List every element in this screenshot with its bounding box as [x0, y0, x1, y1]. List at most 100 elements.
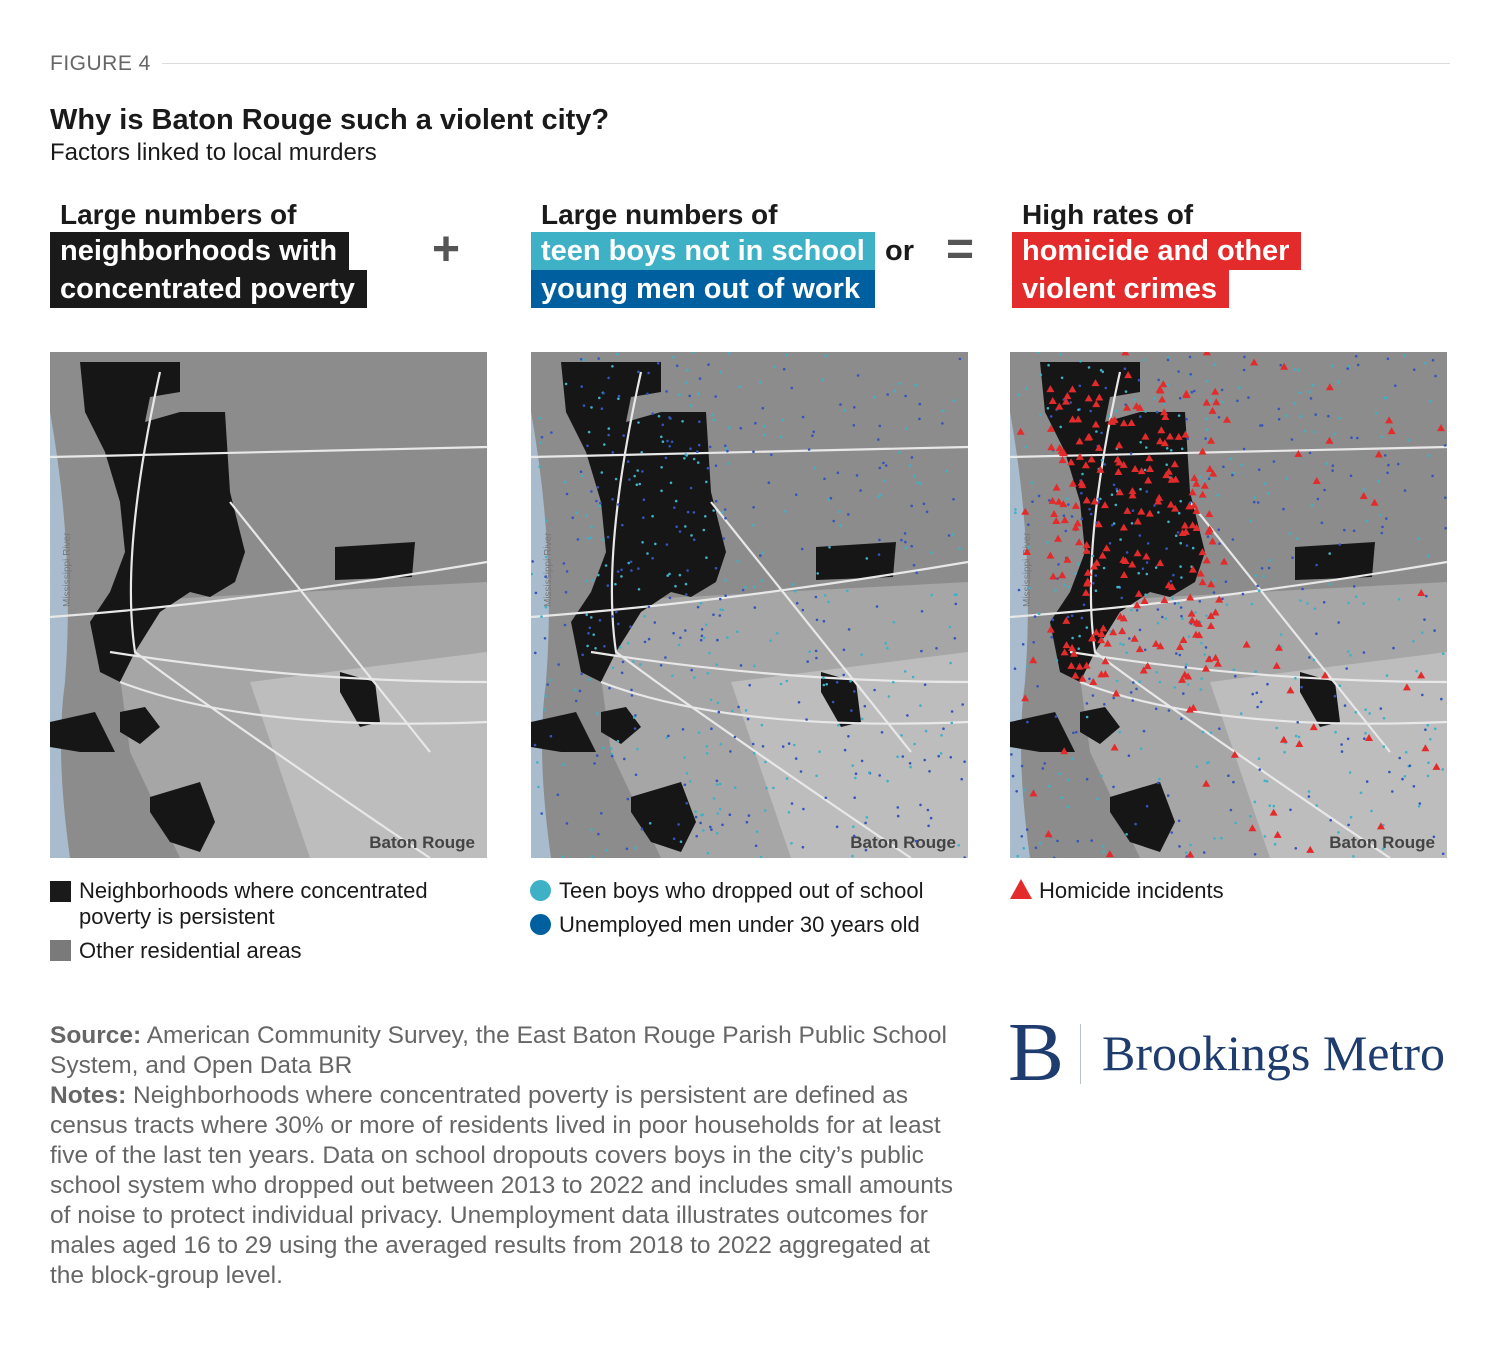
data-point [801, 608, 805, 612]
homicide-marker [1135, 645, 1144, 653]
data-point [793, 743, 796, 747]
data-point [744, 585, 747, 589]
equals-operator: = [946, 223, 975, 276]
homicide-marker [1178, 675, 1187, 683]
data-point [747, 814, 751, 817]
data-point [598, 619, 602, 622]
data-point [615, 610, 618, 614]
data-point [1298, 391, 1301, 395]
data-point [1156, 621, 1160, 625]
data-point [641, 470, 644, 473]
data-point [1021, 643, 1025, 646]
data-point [1013, 667, 1017, 670]
data-point [759, 554, 762, 557]
data-point [945, 469, 949, 473]
homicide-marker [1075, 452, 1084, 460]
homicide-marker [1063, 392, 1072, 400]
notes-text: Neighborhoods where concentrated poverty… [50, 1082, 953, 1289]
data-point [630, 688, 633, 692]
legend-poverty: Neighborhoods where concentrated poverty… [50, 878, 480, 964]
data-point [898, 382, 901, 385]
data-point [607, 427, 611, 430]
data-point [648, 822, 652, 825]
data-point [1315, 563, 1318, 567]
data-point [1063, 583, 1066, 587]
data-point [1028, 586, 1031, 590]
poverty-neighborhood [816, 542, 896, 580]
homicide-marker [1145, 509, 1154, 517]
data-point [807, 448, 811, 451]
data-point [1340, 750, 1344, 753]
data-point [661, 440, 665, 443]
data-point [736, 560, 739, 563]
data-point [677, 823, 680, 826]
data-point [1407, 439, 1411, 442]
data-point [614, 477, 618, 481]
data-point [696, 461, 700, 464]
data-point [1325, 462, 1329, 465]
source-notes: Source: American Community Survey, the E… [50, 1021, 960, 1291]
data-point [586, 537, 590, 540]
data-point [1216, 494, 1220, 497]
data-point [923, 758, 926, 762]
homicide-marker [1119, 419, 1128, 427]
data-point [1050, 635, 1054, 639]
data-point [1180, 614, 1183, 618]
homicide-marker [1098, 551, 1107, 559]
data-point [877, 438, 880, 441]
homicide-marker [1067, 661, 1076, 669]
data-point [626, 797, 630, 801]
data-point [697, 443, 701, 447]
data-point [920, 649, 923, 653]
homicide-marker [1269, 808, 1278, 816]
data-point [1387, 463, 1390, 467]
data-point [1263, 482, 1267, 485]
data-point [1025, 665, 1029, 668]
residential-area [250, 652, 487, 858]
data-point [1100, 458, 1104, 462]
homicide-marker [1048, 496, 1057, 504]
homicide-marker [1190, 473, 1199, 481]
data-point [1139, 747, 1143, 750]
data-point [545, 519, 548, 522]
data-point [1385, 674, 1389, 677]
data-point [1347, 601, 1350, 605]
data-point [1329, 818, 1332, 822]
data-point [1145, 446, 1148, 449]
data-point [610, 752, 613, 756]
data-point [710, 828, 713, 831]
data-point [1194, 611, 1197, 614]
data-point [1161, 615, 1164, 619]
data-point [582, 358, 585, 362]
data-point [1085, 715, 1089, 719]
data-point [597, 357, 600, 360]
data-point [1346, 367, 1349, 370]
data-point [860, 759, 864, 763]
data-point [659, 664, 663, 667]
road [610, 371, 912, 858]
data-point [565, 570, 569, 573]
data-point [1310, 503, 1314, 507]
road [1069, 650, 1447, 684]
data-point [629, 560, 633, 564]
homicide-marker [1059, 500, 1068, 508]
homicide-marker [1115, 488, 1124, 496]
homicide-marker [1127, 418, 1136, 426]
data-point [1034, 846, 1038, 850]
data-point [1057, 563, 1060, 566]
data-point [1099, 368, 1103, 372]
homicide-marker [1273, 830, 1282, 838]
data-point [1363, 737, 1366, 740]
data-point [878, 538, 881, 542]
data-point [635, 483, 639, 486]
data-point [724, 594, 727, 597]
data-point [606, 584, 610, 587]
data-point [739, 426, 743, 430]
data-point [1232, 471, 1235, 475]
data-point [925, 510, 929, 514]
road [1010, 560, 1447, 619]
data-point [643, 640, 647, 644]
data-point [1293, 368, 1296, 371]
homicide-marker [1119, 523, 1128, 531]
data-point [896, 806, 900, 809]
